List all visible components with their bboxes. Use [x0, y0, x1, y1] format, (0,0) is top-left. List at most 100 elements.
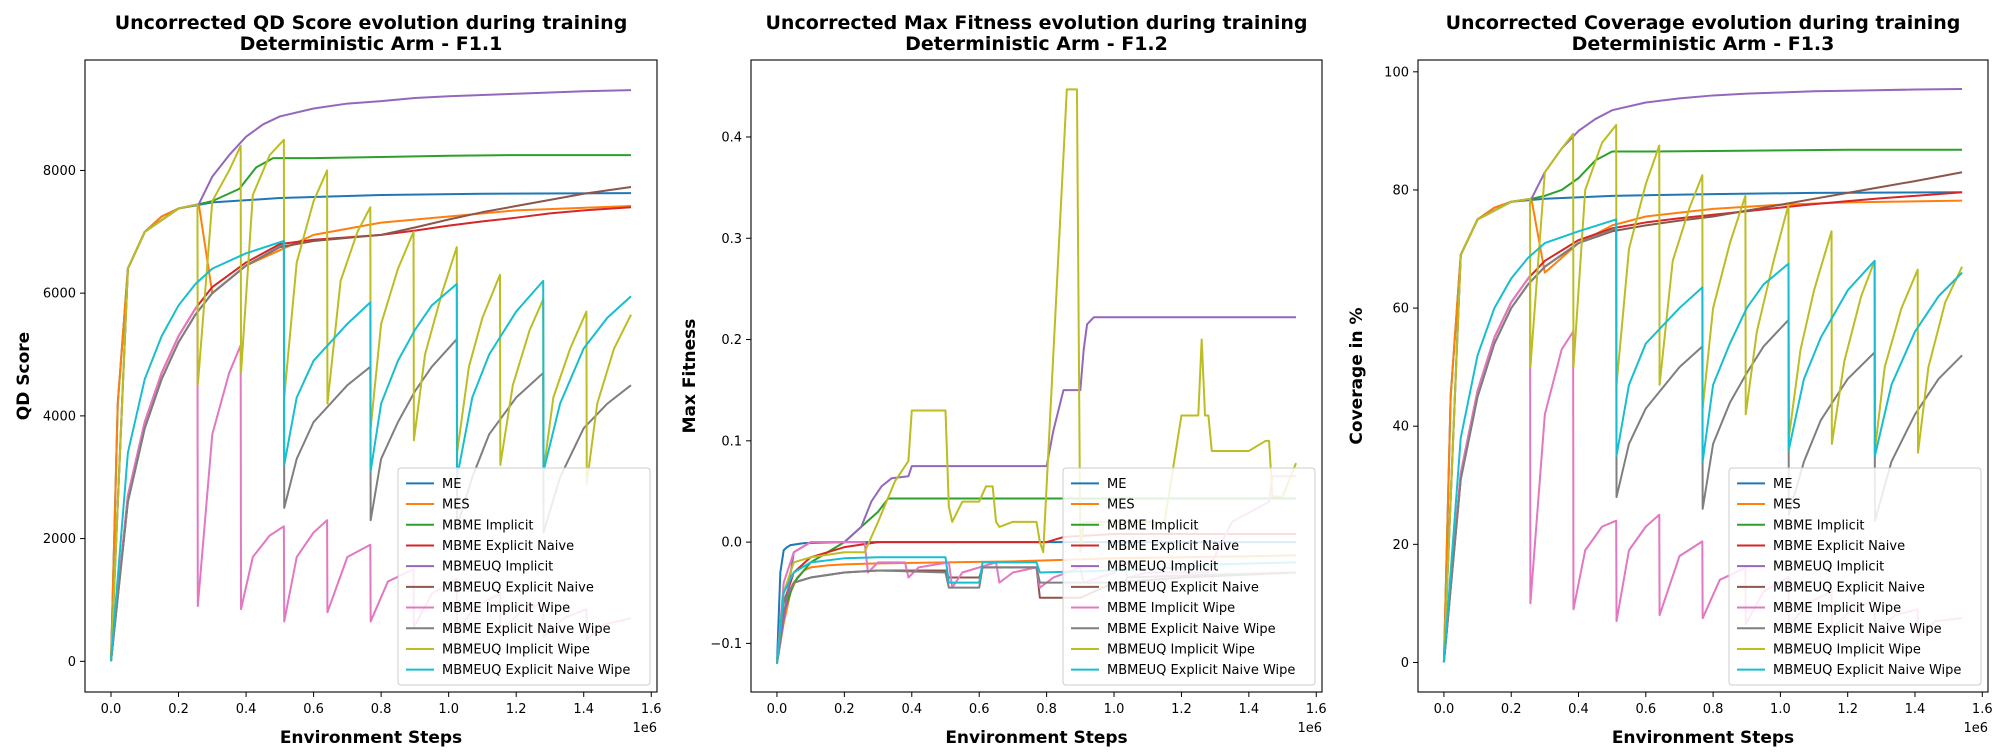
x-tick-label: 0.2	[1501, 702, 1522, 717]
chart-title: Uncorrected Coverage evolution during tr…	[1446, 12, 1961, 34]
y-tick-label: 0.1	[721, 434, 742, 449]
x-tick-label: 1.2	[506, 702, 527, 717]
legend-box	[1062, 467, 1316, 686]
x-tick-label: 1.6	[1306, 702, 1327, 717]
legend-entry: MBME Explicit Naive	[1107, 539, 1239, 554]
legend-box	[1728, 467, 1982, 686]
x-tick-label: 0.4	[1568, 702, 1589, 717]
y-tick-label: 0.0	[721, 536, 742, 551]
legend-entry: MBMEUQ Explicit Naive	[1773, 580, 1925, 595]
chart-title: Uncorrected Max Fitness evolution during…	[765, 12, 1307, 34]
y-tick-label: 0.2	[721, 333, 742, 348]
x-tick-label: 0.8	[1703, 702, 1724, 717]
x-tick-label: 1.0	[438, 702, 459, 717]
legend-entry: MBMEUQ Implicit	[442, 560, 553, 575]
chart-subtitle: Deterministic Arm - F1.1	[240, 33, 503, 55]
x-offset-label: 1e6	[632, 721, 657, 736]
x-tick-label: 1.6	[641, 702, 662, 717]
legend-entry: MBMEUQ Implicit Wipe	[442, 642, 590, 657]
x-tick-label: 0.2	[168, 702, 189, 717]
x-tick-label: 0.0	[101, 702, 122, 717]
x-tick-label: 1.2	[1171, 702, 1192, 717]
legend-entry: MBME Explicit Naive Wipe	[442, 622, 611, 637]
y-tick-label: 60	[1392, 302, 1409, 317]
chart-subtitle: Deterministic Arm - F1.3	[1572, 33, 1835, 55]
x-tick-label: 0.4	[236, 702, 257, 717]
legend-entry: MBME Implicit	[1107, 518, 1199, 533]
x-tick-label: 1.4	[1905, 702, 1926, 717]
series-line	[1442, 218, 1963, 663]
x-tick-label: 0.2	[834, 702, 855, 717]
chart-panel-3: 0.0 0.2 0.4 0.6 0.8 1.0 1.2 1.4 1.6 0 20 40 60 80 100 1…	[1347, 12, 1993, 748]
legend: ME MES MBME Implicit MBME Explicit Naive MBM…	[1728, 467, 1982, 686]
series-line	[775, 316, 1297, 664]
legend-entry: MBME Implicit	[1773, 518, 1865, 533]
x-axis-label: Environment Steps	[945, 728, 1127, 748]
legend-entry: MBME Implicit	[442, 518, 534, 533]
y-tick-label: 0	[68, 655, 76, 670]
x-tick-label: 0.4	[901, 702, 922, 717]
legend: ME MES MBME Implicit MBME Explicit Naive MBM…	[397, 467, 651, 686]
legend-entry: ME	[1107, 477, 1126, 492]
x-tick-label: 0.0	[1434, 702, 1455, 717]
chart-panel-2: 0.0 0.2 0.4 0.6 0.8 1.0 1.2 1.4 1.6 −0.1 0.0 0.1 0.2…	[680, 12, 1327, 748]
series-line	[775, 88, 1297, 664]
axes-frame	[84, 59, 658, 693]
legend-entry: MES	[1773, 498, 1801, 513]
legend-entry: MBME Explicit Naive Wipe	[1773, 622, 1942, 637]
x-axis-label: Environment Steps	[1612, 728, 1794, 748]
y-tick-label: 4000	[43, 409, 76, 424]
y-tick-label: −0.1	[710, 637, 742, 652]
x-tick-label: 0.8	[1036, 702, 1057, 717]
x-tick-label: 1.0	[1104, 702, 1125, 717]
legend-entry: MBME Explicit Naive Wipe	[1107, 622, 1276, 637]
chart-title: Uncorrected QD Score evolution during tr…	[115, 12, 628, 34]
y-tick-label: 6000	[43, 287, 76, 302]
x-tick-label: 1.4	[1239, 702, 1260, 717]
y-axis-label: Coverage in %	[1347, 307, 1367, 444]
y-tick-label: 80	[1392, 183, 1409, 198]
legend-entry: ME	[1773, 477, 1792, 492]
y-tick-label: 2000	[43, 532, 76, 547]
legend-entry: MBME Implicit Wipe	[1773, 601, 1901, 616]
legend-entry: MBMEUQ Explicit Naive	[442, 580, 594, 595]
x-tick-label: 0.6	[969, 702, 990, 717]
y-tick-label: 20	[1392, 538, 1409, 553]
legend-entry: MBME Explicit Naive	[1773, 539, 1905, 554]
y-tick-label: 0.3	[721, 232, 742, 247]
x-tick-label: 1.0	[1770, 702, 1791, 717]
y-tick-label: 100	[1384, 65, 1409, 80]
legend-entry: MBMEUQ Explicit Naive Wipe	[1773, 663, 1961, 678]
series-group	[1442, 87, 1963, 663]
series-line	[110, 240, 632, 662]
x-tick-label: 1.4	[573, 702, 594, 717]
axes-frame	[750, 59, 1323, 693]
legend-entry: ME	[442, 477, 461, 492]
x-axis-label: Environment Steps	[280, 728, 462, 748]
legend-entry: MBME Implicit Wipe	[442, 601, 570, 616]
legend-entry: MBMEUQ Implicit Wipe	[1773, 642, 1921, 657]
axes-frame	[1417, 59, 1989, 693]
x-tick-label: 0.0	[767, 702, 788, 717]
y-tick-label: 0	[1401, 656, 1409, 671]
y-tick-label: 8000	[43, 164, 76, 179]
legend: ME MES MBME Implicit MBME Explicit Naive MBM…	[1062, 467, 1316, 686]
legend-entry: MBMEUQ Implicit Wipe	[1107, 642, 1255, 657]
x-tick-label: 0.6	[1635, 702, 1656, 717]
chart-subtitle: Deterministic Arm - F1.2	[905, 33, 1168, 55]
legend-entry: MBME Implicit Wipe	[1107, 601, 1235, 616]
x-tick-label: 0.8	[371, 702, 392, 717]
legend-entry: MES	[1107, 498, 1135, 513]
legend-entry: MBME Explicit Naive	[442, 539, 574, 554]
x-tick-label: 1.6	[1972, 702, 1993, 717]
legend-entry: MBMEUQ Explicit Naive Wipe	[442, 663, 630, 678]
y-axis-label: QD Score	[14, 332, 34, 420]
legend-box	[397, 467, 651, 686]
y-tick-label: 40	[1392, 420, 1409, 435]
x-offset-label: 1e6	[1297, 721, 1322, 736]
y-tick-label: 0.4	[721, 130, 742, 145]
legend-entry: MBMEUQ Explicit Naive Wipe	[1107, 663, 1295, 678]
